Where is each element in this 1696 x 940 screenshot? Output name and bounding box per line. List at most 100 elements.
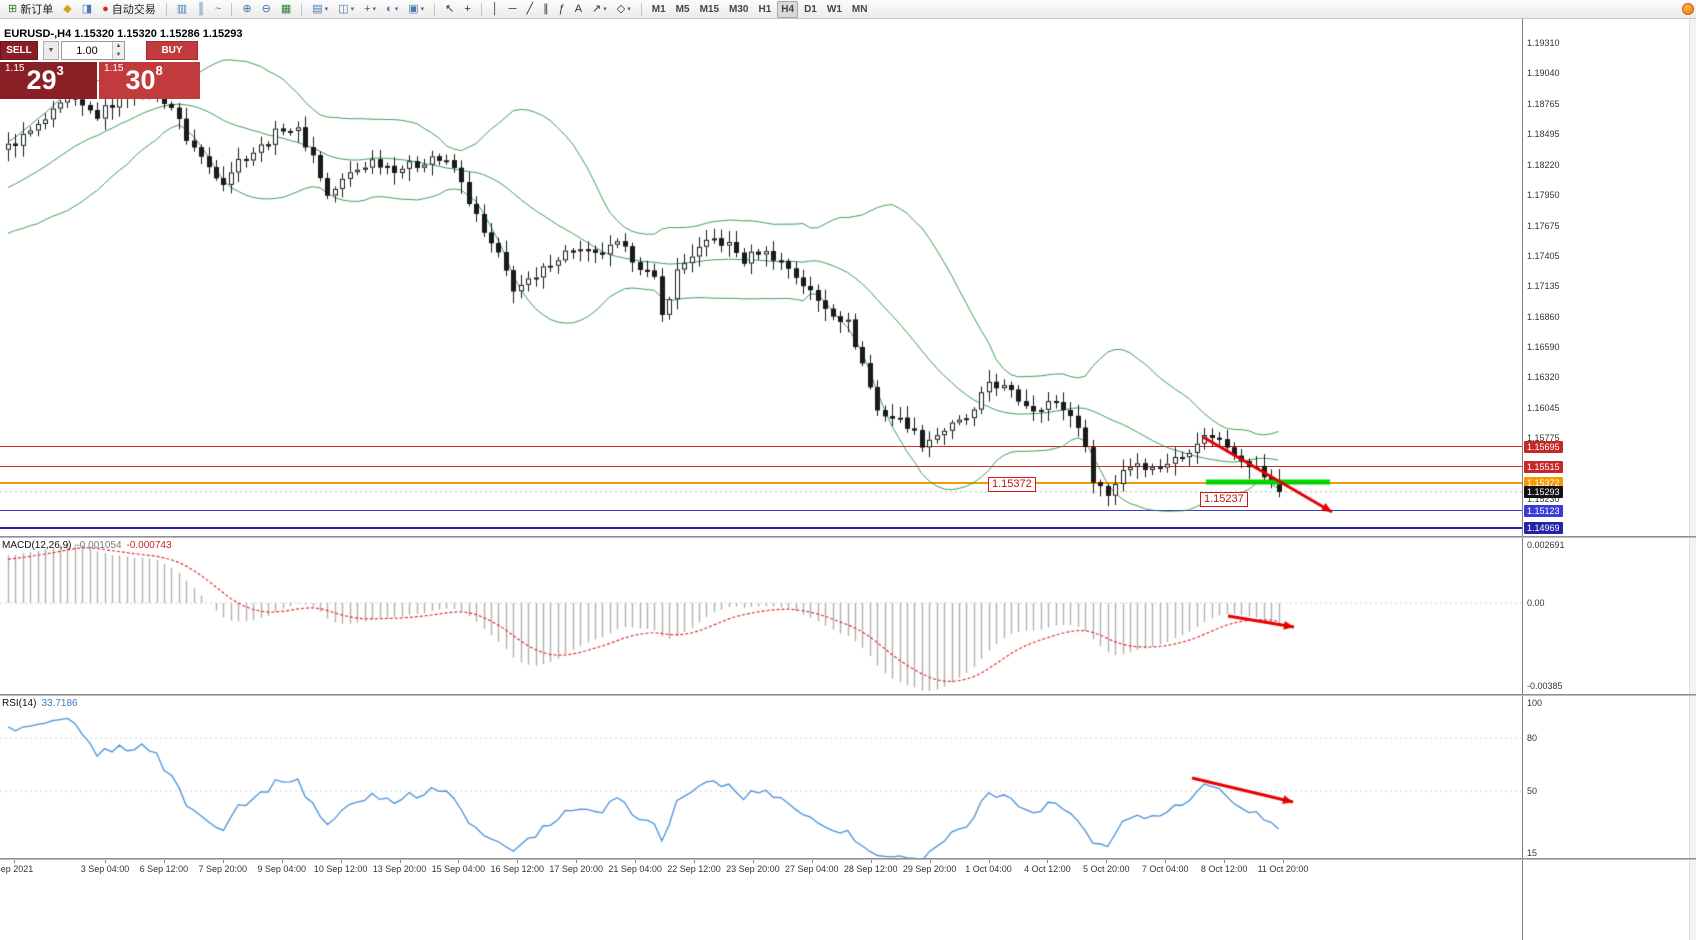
time-axis-tick <box>458 860 459 863</box>
time-axis-label: 23 Sep 20:00 <box>726 864 780 874</box>
new-order-button[interactable]: ⊞ 新订单 <box>4 1 57 18</box>
zoom-in-button[interactable]: ⊕ <box>238 1 255 18</box>
tf-d1-button[interactable]: D1 <box>800 1 821 18</box>
price-axis[interactable]: 1.19310 1.19040 1.18765 1.18495 1.18220 1.179… <box>1522 19 1696 940</box>
periods-icon: ◐ <box>386 3 393 15</box>
fibonacci-button[interactable]: ƒ <box>555 1 569 18</box>
tf-m30-button[interactable]: M30 <box>725 1 752 18</box>
sell-price-big: 29 <box>26 65 57 95</box>
rsi-canvas[interactable] <box>0 696 1522 858</box>
bar-chart-button[interactable]: ▥ <box>173 1 191 18</box>
time-axis-label: 22 Sep 12:00 <box>667 864 721 874</box>
time-axis-label: 15 Sep 04:00 <box>431 864 486 874</box>
channel-button[interactable]: ∥ <box>539 1 553 18</box>
price-axis-label: 1.16860 <box>1527 311 1560 322</box>
news-button[interactable]: ◨ <box>78 1 96 18</box>
arrow-object-button[interactable]: ↗ ▾ <box>588 1 611 18</box>
time-axis-label: 17 Sep 20:00 <box>549 864 603 874</box>
horizontal-line-button[interactable]: ─ <box>505 1 521 18</box>
candlestick-chart-canvas[interactable] <box>0 19 1522 536</box>
tf-m1-button[interactable]: M1 <box>648 1 670 18</box>
shapes-button[interactable]: ◇ ▾ <box>613 1 635 18</box>
volume-dropdown-button[interactable]: ▼ <box>43 41 59 60</box>
tf-mn-button[interactable]: MN <box>848 1 872 18</box>
sell-price-pip: 3 <box>56 63 64 78</box>
deposit-button[interactable]: ◆ <box>59 1 75 18</box>
toolbar: ⊞ 新订单 ◆ ◨ ● 自动交易 ▥ ║ ~ ⊕ ⊖ ▦ ▤ ▾ ◫ ▾ + ▾ ◐ ▾ ▣ ▾ ↖ + │ ─ ╱ ∥ ƒ A ↗ ▾ ◇ ▾ M… <box>0 0 1696 19</box>
macd-value-signal: -0.000743 <box>126 540 172 551</box>
rsi-pane: RSI(14) 33.7186 <box>0 696 1522 858</box>
time-axis-tick <box>223 860 224 863</box>
tf-w1-button[interactable]: W1 <box>823 1 846 18</box>
tf-m5-button[interactable]: M5 <box>672 1 694 18</box>
time-axis-tick <box>930 860 931 863</box>
macd-canvas[interactable] <box>0 538 1522 694</box>
cursor-button[interactable]: ↖ <box>441 1 458 18</box>
macd-pane: MACD(12,26,9) -0.001054 -0.000743 <box>0 538 1522 694</box>
templates-caret-icon: ▾ <box>420 6 425 13</box>
macd-axis-label: 0.002691 <box>1527 539 1565 550</box>
tf-h1-button[interactable]: H1 <box>754 1 775 18</box>
time-axis-tick <box>341 860 342 863</box>
candlestick-chart-icon: ║ <box>197 3 205 15</box>
volume-input[interactable] <box>62 42 112 59</box>
trendline-button[interactable]: ╱ <box>522 1 537 18</box>
rsi-pane-divider[interactable] <box>0 694 1696 696</box>
profiles-caret-icon: ▾ <box>350 6 355 13</box>
autotrading-button[interactable]: ● 自动交易 <box>98 1 160 18</box>
price-callout[interactable]: 1.15237 <box>1200 492 1248 507</box>
templates-icon: ▣ <box>408 3 419 15</box>
rsi-axis-label: 50 <box>1527 786 1538 797</box>
macd-axis: 0.002691 0.00 -0.00385 <box>1523 538 1696 694</box>
rsi-value: 33.7186 <box>41 698 78 709</box>
buy-button[interactable]: BUY <box>146 41 198 60</box>
sell-price-tile[interactable]: 1.15293 <box>0 62 97 99</box>
new-chart-button[interactable]: ▤ ▾ <box>308 1 332 18</box>
price-axis-main: 1.19310 1.19040 1.18765 1.18495 1.18220 1.179… <box>1523 19 1696 536</box>
tf-h4-button[interactable]: H4 <box>777 0 799 18</box>
volume-decrease-button[interactable]: ▼ <box>113 50 124 59</box>
time-axis-tick <box>871 860 872 863</box>
autotrading-button-label: 自动交易 <box>111 4 156 16</box>
time-axis-tick <box>282 860 283 863</box>
text-button[interactable]: A <box>571 1 586 18</box>
zoom-out-button[interactable]: ⊖ <box>258 1 275 18</box>
crosshair-icon: + <box>464 3 471 15</box>
line-chart-button[interactable]: ~ <box>211 1 225 18</box>
templates-button[interactable]: ▣ ▾ <box>404 1 428 18</box>
line-chart-icon: ~ <box>214 3 222 15</box>
macd-pane-divider[interactable] <box>0 536 1696 538</box>
candlestick-chart-button[interactable]: ║ <box>193 1 209 18</box>
time-axis-label: 10 Sep 12:00 <box>313 864 368 874</box>
add-indicator-button[interactable]: + ▾ <box>360 1 380 18</box>
periods-button[interactable]: ◐ ▾ <box>382 1 402 18</box>
window-scrollbar[interactable] <box>1689 19 1696 940</box>
time-axis-tick <box>1224 860 1225 863</box>
shapes-caret-icon: ▾ <box>627 6 631 13</box>
sell-button[interactable]: SELL <box>0 41 38 60</box>
notification-badge[interactable] <box>1682 3 1694 15</box>
time-axis-label: 29 Sep 20:00 <box>902 864 957 874</box>
time-axis-label: Sep 2021 <box>0 864 34 874</box>
crosshair-button[interactable]: + <box>460 1 474 18</box>
time-axis-label: 11 Oct 20:00 <box>1257 864 1309 874</box>
vertical-line-button[interactable]: │ <box>488 1 503 18</box>
tf-mn-button-label: MN <box>851 3 868 15</box>
tf-m15-button[interactable]: M15 <box>696 1 723 18</box>
time-axis-tick <box>694 860 695 863</box>
time-axis-label: 28 Sep 12:00 <box>843 864 898 874</box>
buy-price-tile[interactable]: 1.15308 <box>99 62 200 99</box>
time-axis[interactable]: Sep 2021 3 Sep 04:00 6 Sep 12:00 7 Sep 20:0… <box>0 860 1522 878</box>
tile-windows-button[interactable]: ▦ <box>277 1 295 18</box>
price-chart-pane: EURUSD-,H4 1.15320 1.15320 1.15286 1.152… <box>0 19 1522 536</box>
profiles-button[interactable]: ◫ ▾ <box>334 1 358 18</box>
tf-m5-button-label: M5 <box>675 3 690 15</box>
volume-increase-button[interactable]: ▲ <box>113 42 124 51</box>
price-axis-tag: 1.15515 <box>1524 460 1563 473</box>
price-callout[interactable]: 1.15372 <box>988 477 1036 492</box>
time-axis-divider <box>0 858 1696 860</box>
zoom-in-icon: ⊕ <box>242 3 252 15</box>
zoom-out-icon: ⊖ <box>261 3 271 15</box>
price-axis-tag: 1.14969 <box>1524 521 1563 534</box>
